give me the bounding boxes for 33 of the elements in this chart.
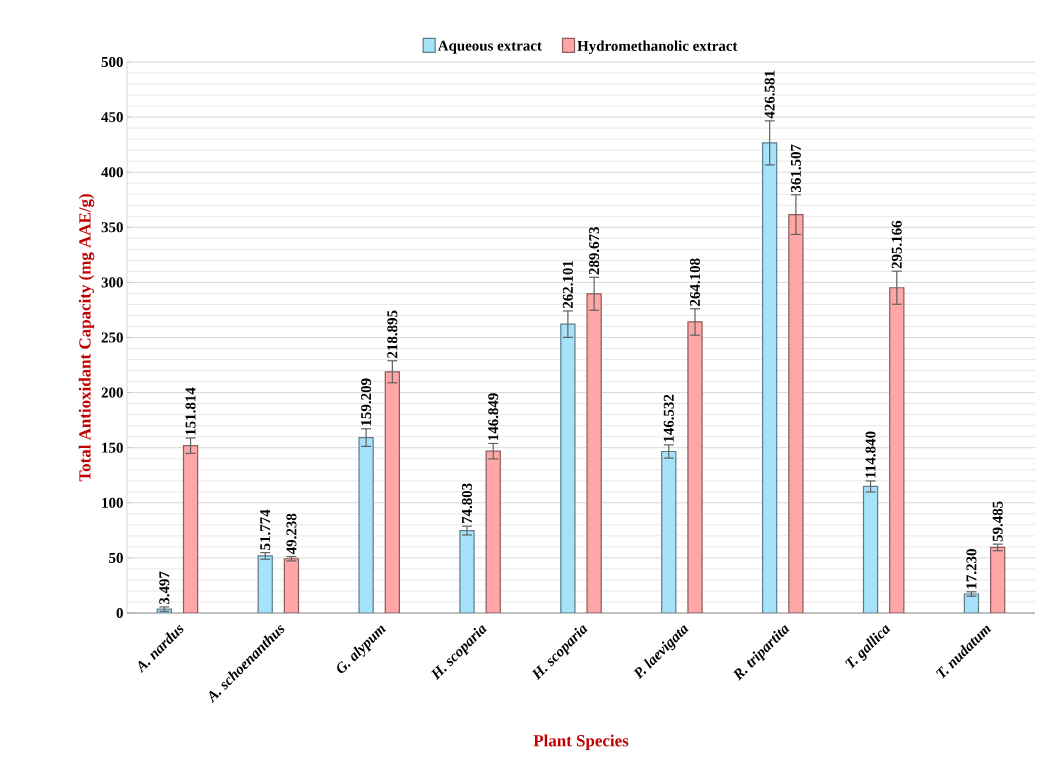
data-label: 295.166 <box>891 220 902 269</box>
y-tick-label: 450 <box>101 112 123 123</box>
data-label: 59.485 <box>992 501 1003 542</box>
data-label: 114.840 <box>865 431 876 478</box>
data-label: 3.497 <box>159 571 170 605</box>
y-axis-title: Total Antioxidant Capacity (mg AAE/g) <box>78 194 95 482</box>
data-label: 264.108 <box>689 258 701 306</box>
x-axis-title: Plant Species <box>533 734 629 750</box>
y-tick-label: 400 <box>101 167 123 178</box>
data-label: 426.581 <box>764 70 775 119</box>
y-tick-label: 200 <box>101 387 123 398</box>
y-tick-label: 0 <box>116 607 123 619</box>
y-tick-label: 150 <box>102 442 123 453</box>
data-label: 159.209 <box>361 378 372 426</box>
data-label: 74.803 <box>461 483 473 524</box>
data-label: 289.673 <box>589 227 600 275</box>
data-label: 262.101 <box>562 260 573 309</box>
y-tick-label: 250 <box>101 332 123 343</box>
data-label: 146.532 <box>663 394 674 442</box>
y-tick-label: 100 <box>102 497 123 508</box>
data-label: 218.895 <box>387 310 398 358</box>
data-label: 17.230 <box>966 549 977 589</box>
y-tick-label: 300 <box>101 277 123 288</box>
data-label: 51.774 <box>260 509 271 550</box>
data-label: 361.507 <box>790 144 801 193</box>
y-tick-label: 500 <box>101 56 123 68</box>
data-label: 49.238 <box>286 513 297 555</box>
y-tick-label: 350 <box>101 222 123 233</box>
y-tick-label: 50 <box>109 552 123 563</box>
data-label: 146.849 <box>488 393 499 441</box>
data-label: 151.814 <box>185 387 196 435</box>
legend-label: Aqueous extract <box>437 40 542 54</box>
legend-label: Hydromethanolic extract <box>577 40 738 55</box>
